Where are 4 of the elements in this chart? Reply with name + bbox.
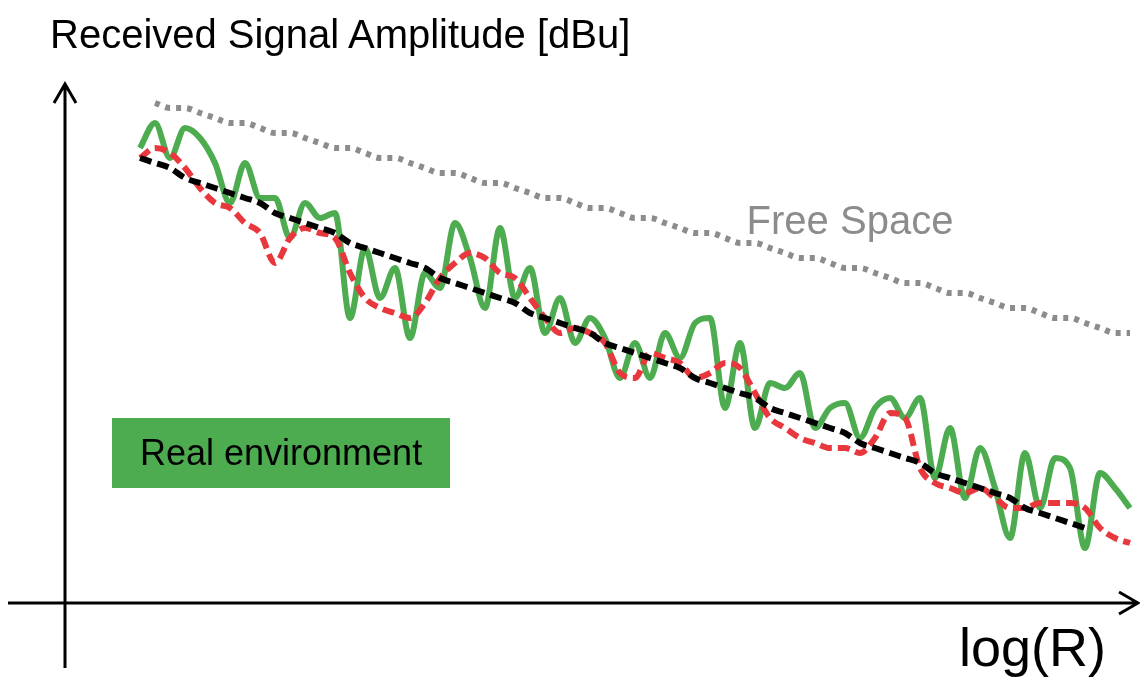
annotation: Real environment <box>112 418 451 488</box>
x-axis-title: log(R) <box>958 616 1106 678</box>
y-axis-title: Received Signal Amplitude [dBu] <box>50 12 631 57</box>
series-label: Free Space <box>746 198 954 243</box>
